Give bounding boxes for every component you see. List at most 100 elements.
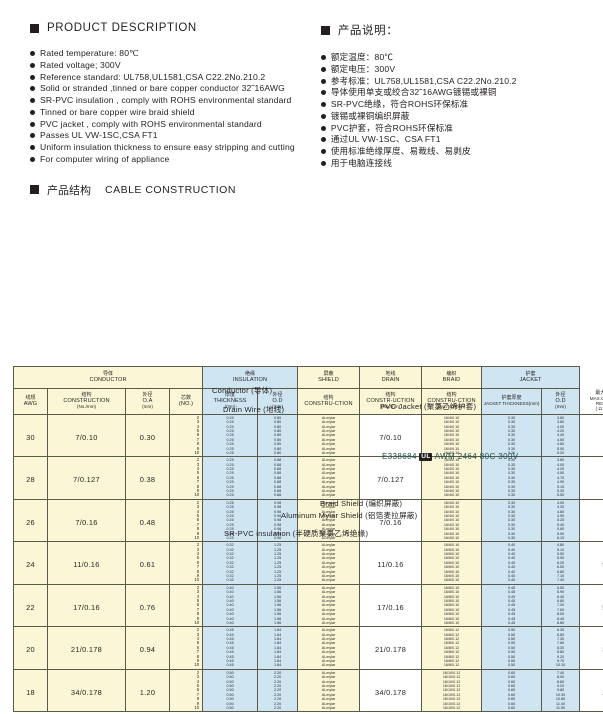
sub-value: 4	[196, 551, 200, 557]
sub-value: 16/4/0.10	[443, 462, 460, 467]
sub-value: 0.30	[507, 531, 516, 536]
description-item-5: Tinned or bare copper wire braid shield	[40, 106, 195, 117]
sub-value: 0.30	[507, 446, 516, 451]
group-insulation-cn: 绝缘	[245, 370, 256, 377]
sub-value: 0.30	[507, 475, 516, 480]
bullet-dot-icon	[320, 137, 326, 143]
description-english: PRODUCT DESCRIPTION Rated temperature: 8…	[0, 22, 295, 170]
sub-value: Al-mylar	[321, 705, 336, 710]
sub-value: 5.40	[556, 522, 565, 527]
cell-jacket-od: 3.60 3.80 4.00 4.20 4.40 4.60 4.80 5.00 5.20	[541, 413, 581, 458]
sub-value: Al-mylar	[321, 531, 336, 536]
callout-conductor: Conductor (导体)	[212, 385, 273, 395]
sub-value: 0.30	[507, 513, 516, 518]
sub-values: 0.32 0.32 0.32 0.32 0.32 0.32 0.32 0.32 0.32	[203, 542, 257, 584]
cell-insulation-thickness: 0.32 0.32 0.32 0.32 0.32 0.32 0.32 0.32 0.32	[202, 541, 259, 585]
sub-value: 1.25	[273, 565, 282, 570]
sub-value: 0.88	[273, 484, 282, 489]
sub-value: 3.80	[556, 458, 565, 463]
sub-value: 16/8/0.12	[443, 663, 460, 668]
bullet-dot-icon	[320, 90, 326, 96]
sub-value: 0.60	[507, 675, 516, 680]
sub-values: 0.25 0.25 0.25 0.25 0.25 0.25 0.25 0.25 0.25	[203, 500, 257, 542]
sub-value: 0.30	[507, 493, 516, 498]
sub-value: 10	[194, 577, 200, 583]
sub-value: 5.90	[556, 531, 565, 536]
sub-value: 7.40	[556, 670, 565, 675]
list-item: 额定电压：300V	[320, 64, 517, 75]
cell-jacket-od: 6.30 6.80 7.30 7.80 8.30 8.80 9.20 9.70 10.10	[541, 626, 581, 670]
bullet-dot-icon	[30, 145, 35, 151]
group-shield-en: SHIELD	[318, 376, 339, 383]
sub-value: 3	[196, 674, 200, 680]
sub-value: Al-mylar	[321, 480, 336, 485]
group-resistance-spacer	[579, 366, 603, 389]
bullet-dot-icon	[30, 121, 35, 127]
sub-value: Al-mylar	[321, 505, 336, 510]
sub-value: 0.88	[273, 475, 282, 480]
sub-value: 0.98	[273, 509, 282, 514]
sub-value: 16/4/0.10	[443, 475, 460, 480]
sub-value: 5.50	[556, 552, 565, 557]
sub-value: 0.88	[273, 480, 282, 485]
sub-value: 1.84	[273, 650, 282, 655]
sub-value: 9	[196, 573, 200, 579]
sub-value: Al-mylar	[321, 574, 336, 579]
list-item: 用于电脑连接线	[320, 158, 517, 169]
cell-braid: 16/4/0.10 16/4/0.10 16/4/0.10 16/4/0.10 16/4…	[421, 456, 483, 500]
sub-value: 16/10/0.12	[442, 670, 461, 675]
sub-values: 16/4/0.10 16/4/0.10 16/4/0.10 16/4/0.10 16/4…	[422, 500, 481, 542]
sub-value: 6.50	[556, 565, 565, 570]
square-bullet-icon	[30, 185, 39, 195]
cell-jacket-thickness: 0.30 0.30 0.30 0.30 0.30 0.30 0.30 0.30 0.30	[481, 498, 543, 543]
sub-values: 0.30 0.30 0.30 0.30 0.30 0.30 0.30 0.30 0.30	[482, 457, 541, 499]
sub-value: 0.40	[226, 594, 234, 599]
callout-drain-wire: Drain Wire (地线)	[223, 404, 285, 414]
sub-value: 0.50	[507, 663, 516, 668]
cell-conductor-construction: 34/0.178	[47, 668, 126, 713]
sub-values: 6.30 6.80 7.30 7.80 8.30 8.80 9.20 9.70 10.10	[542, 627, 579, 669]
cell-insulation-thickness: 0.25 0.25 0.25 0.25 0.25 0.25 0.25 0.25 0.25	[202, 498, 259, 543]
sub-value: 0.25	[226, 424, 234, 429]
sub-value: 0.45	[226, 632, 234, 637]
sub-value: 1.56	[273, 603, 282, 608]
sub-value: 16/6/0.10	[443, 552, 460, 557]
sub-value: 9	[196, 615, 200, 621]
sub-value: 16/10/0.12	[442, 701, 461, 706]
sub-value: 0.30	[507, 509, 516, 514]
cell-jacket-thickness: 0.30 0.30 0.30 0.30 0.30 0.30 0.30 0.30 0.30	[481, 456, 543, 500]
sub-value: 0.25	[226, 509, 234, 514]
sub-value: 10.10	[555, 663, 566, 668]
sub-value: 0.25	[226, 535, 234, 540]
sub-value: 0.25	[226, 446, 234, 451]
sub-value: 0.25	[226, 480, 234, 485]
sub-value: 16/8/0.12	[443, 650, 460, 655]
sub-value: 7	[196, 606, 200, 612]
bullet-dot-icon	[320, 55, 326, 60]
sub-value: 0.40	[226, 585, 234, 590]
sub-value: 16/10/0.12	[442, 688, 461, 693]
sub-value: 16/6/0.10	[443, 556, 460, 561]
cell-insulation-thickness: 0.50 0.50 0.50 0.50 0.50 0.50 0.50 0.50 0.50	[202, 668, 259, 713]
sub-value: 0.40	[507, 556, 516, 561]
sub-value: 0.98	[273, 535, 282, 540]
cell-awg: 22	[13, 583, 48, 628]
sub-value: 6	[196, 644, 200, 650]
sub-value: 0.50	[226, 697, 234, 702]
sub-value: 1.84	[273, 645, 282, 650]
sub-value: 8.00	[556, 612, 565, 617]
sub-value: Al-mylar	[321, 565, 336, 570]
description-cn-item-0: 额定温度：80℃	[330, 52, 394, 62]
sub-values: 1.84 1.84 1.84 1.84 1.84 1.84 1.84 1.84 1.84	[258, 627, 297, 669]
sub-value: 10	[194, 449, 200, 455]
sub-value: 11.40	[556, 701, 566, 706]
sub-value: 6.10	[556, 535, 565, 540]
sub-value: 6.80	[556, 569, 565, 574]
sub-value: 0.40	[226, 607, 234, 612]
sub-value: 10.80	[555, 697, 566, 702]
sub-value: Al-mylar	[321, 420, 336, 425]
bullet-dot-icon	[320, 149, 326, 155]
group-shield-cn: 屏蔽	[323, 370, 334, 377]
description-cn-item-4: SR-PVC绝缘，符合ROHS环保标准	[330, 99, 469, 110]
group-braid: 编织 BRAID	[421, 365, 483, 389]
